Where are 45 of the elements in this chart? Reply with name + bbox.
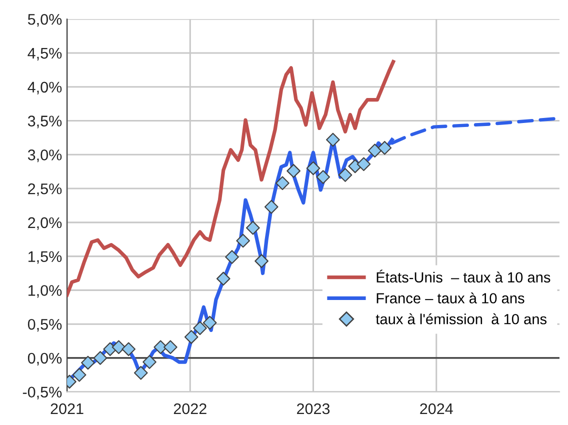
y-tick-label: 0,0%: [28, 352, 62, 366]
y-tick-label: 5,0%: [28, 14, 62, 27]
point: [378, 140, 392, 155]
point: [142, 355, 156, 369]
point: [356, 157, 371, 172]
point: [326, 132, 340, 147]
y-tick-label: 0,5%: [28, 318, 62, 332]
point: [193, 321, 207, 336]
y-tick-label: 3,5%: [28, 116, 62, 128]
point: [72, 368, 86, 382]
point: [225, 250, 239, 264]
x-tick-label: 2023: [297, 403, 330, 414]
point: [236, 234, 250, 248]
y-tick-label: -0,5%: [22, 386, 62, 400]
legend-label: France – taux à 10 ans: [376, 292, 524, 304]
point: [216, 272, 230, 286]
point: [316, 170, 330, 184]
point: [338, 168, 352, 182]
y-tick-label: 4,0%: [28, 82, 62, 94]
y-tick-label: 1,0%: [28, 285, 62, 298]
point: [276, 176, 290, 190]
point: [122, 342, 136, 356]
point: [184, 330, 198, 344]
point: [81, 356, 95, 370]
point: [286, 164, 300, 178]
y-tick-label: 4,5%: [28, 48, 62, 60]
y-tick-label: 3,0%: [28, 150, 62, 162]
point: [368, 144, 382, 158]
y-tick-label: 1,5%: [28, 251, 62, 264]
point: [202, 316, 217, 330]
point: [164, 340, 178, 354]
point: [93, 351, 108, 365]
point: [112, 340, 126, 354]
point: [306, 161, 320, 176]
y-tick-label: 2,5%: [28, 183, 62, 196]
x-tick-label: 2021: [50, 403, 84, 414]
point: [254, 254, 268, 268]
point: [134, 366, 148, 380]
legend-label: États-Unis – taux à 10 ans: [376, 270, 550, 283]
x-tick-label: 2022: [174, 403, 206, 414]
x-tick-label: 2024: [420, 403, 453, 414]
y-tick-label: 2,0%: [28, 217, 62, 230]
point: [264, 200, 278, 214]
point: [246, 220, 260, 235]
legend-label: taux à l'émission à 10 ans: [376, 313, 547, 324]
